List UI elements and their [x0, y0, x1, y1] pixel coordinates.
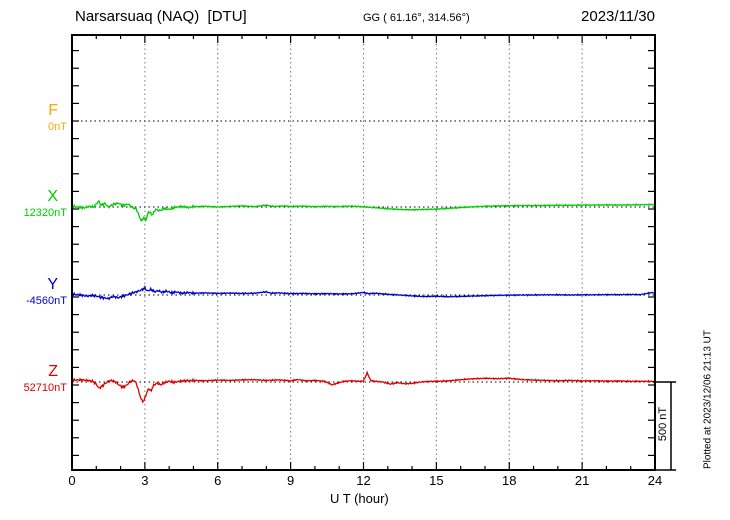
- series-label-Y: Y -4560nT: [0, 277, 67, 307]
- x-axis-title: U T (hour): [330, 491, 389, 506]
- series-letter: Y: [47, 276, 58, 293]
- series-letter: X: [47, 188, 58, 205]
- x-tick-label: 6: [214, 473, 222, 488]
- plotted-at-note: Plotted at 2023/12/06 21:13 UT: [702, 330, 714, 469]
- geographic-coords: GG ( 61.16°, 314.56°): [363, 12, 470, 24]
- series-letter: Z: [48, 363, 58, 380]
- series-baseline-value: 52710nT: [23, 382, 67, 394]
- trace-X: [71, 200, 656, 222]
- series-label-X: X 12320nT: [0, 189, 67, 219]
- series-label-Z: Z 52710nT: [0, 364, 67, 394]
- x-tick-label: 24: [647, 473, 663, 488]
- x-tick-label: 18: [502, 473, 517, 488]
- x-tick-label: 15: [429, 473, 444, 488]
- x-tick-label: 12: [356, 473, 371, 488]
- x-tick-label: 0: [68, 473, 76, 488]
- x-axis-labels: 0 3 6 9 12 15 18 21 24: [0, 473, 730, 489]
- series-baseline-value: 12320nT: [23, 207, 67, 219]
- trace-Y: [71, 284, 656, 301]
- trace-Z: [71, 370, 656, 404]
- series-label-F: F 0nT: [0, 103, 67, 133]
- x-tick-label: 3: [141, 473, 149, 488]
- plot-date: 2023/11/30: [581, 8, 655, 25]
- series-baseline-value: 0nT: [48, 121, 67, 133]
- series-letter: F: [48, 102, 58, 119]
- x-tick-label: 9: [287, 473, 295, 488]
- series-baseline-value: -4560nT: [26, 295, 67, 307]
- station-title: Narsarsuaq (NAQ) [DTU]: [75, 8, 247, 25]
- x-tick-label: 21: [574, 473, 590, 488]
- scale-bar-label: 500 nT: [657, 406, 669, 442]
